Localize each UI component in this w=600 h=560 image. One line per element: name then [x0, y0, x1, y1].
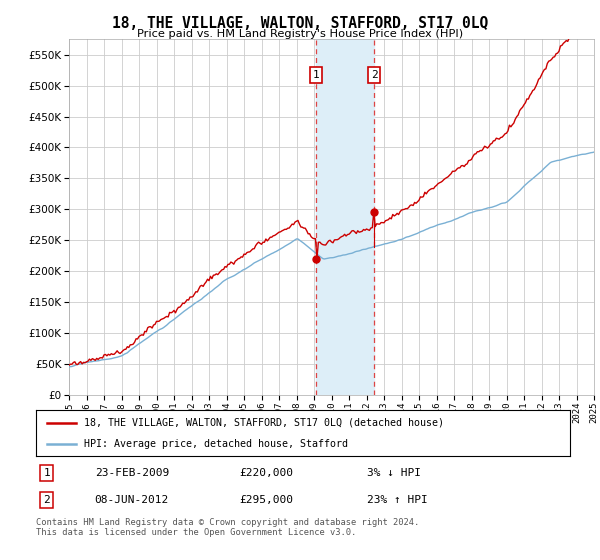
Text: 2: 2	[371, 70, 377, 80]
Text: £220,000: £220,000	[239, 468, 293, 478]
Text: 08-JUN-2012: 08-JUN-2012	[95, 494, 169, 505]
Text: 23% ↑ HPI: 23% ↑ HPI	[367, 494, 428, 505]
Text: 23-FEB-2009: 23-FEB-2009	[95, 468, 169, 478]
Text: 18, THE VILLAGE, WALTON, STAFFORD, ST17 0LQ: 18, THE VILLAGE, WALTON, STAFFORD, ST17 …	[112, 16, 488, 31]
Text: 1: 1	[313, 70, 320, 80]
Text: 2: 2	[43, 494, 50, 505]
Text: £295,000: £295,000	[239, 494, 293, 505]
Text: HPI: Average price, detached house, Stafford: HPI: Average price, detached house, Staf…	[84, 439, 348, 449]
Text: Contains HM Land Registry data © Crown copyright and database right 2024.
This d: Contains HM Land Registry data © Crown c…	[36, 518, 419, 538]
Text: 1: 1	[43, 468, 50, 478]
Text: 3% ↓ HPI: 3% ↓ HPI	[367, 468, 421, 478]
Text: Price paid vs. HM Land Registry's House Price Index (HPI): Price paid vs. HM Land Registry's House …	[137, 29, 463, 39]
Bar	[316, 39, 374, 395]
Text: 18, THE VILLAGE, WALTON, STAFFORD, ST17 0LQ (detached house): 18, THE VILLAGE, WALTON, STAFFORD, ST17 …	[84, 418, 444, 428]
